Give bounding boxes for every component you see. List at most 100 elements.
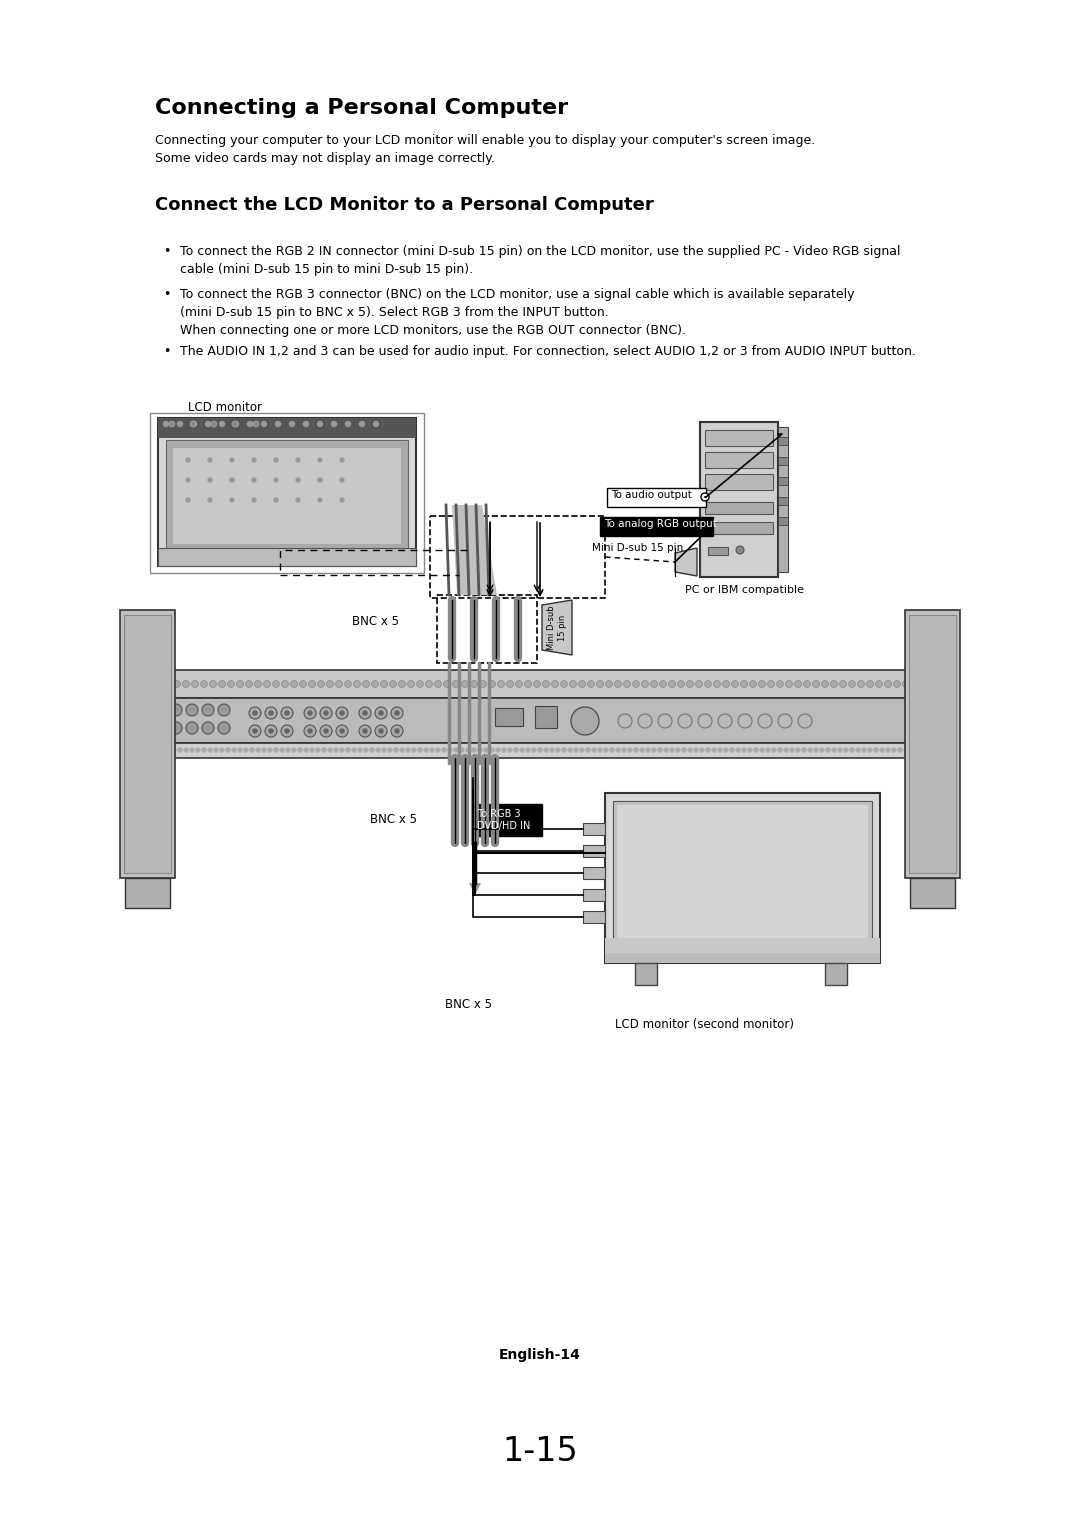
Circle shape	[296, 458, 300, 461]
Circle shape	[698, 714, 712, 727]
Circle shape	[676, 749, 680, 752]
Bar	[166, 440, 408, 550]
Circle shape	[391, 724, 403, 736]
Circle shape	[340, 498, 345, 503]
Circle shape	[688, 749, 692, 752]
Circle shape	[778, 749, 782, 752]
Circle shape	[478, 749, 482, 752]
Bar	[705, 452, 773, 468]
Circle shape	[642, 680, 648, 688]
Bar	[120, 610, 175, 879]
Circle shape	[730, 749, 734, 752]
Circle shape	[237, 680, 243, 688]
Bar	[150, 413, 424, 573]
Circle shape	[390, 680, 396, 688]
Circle shape	[514, 749, 518, 752]
Text: cable (mini D-sub 15 pin to mini D-sub 15 pin).: cable (mini D-sub 15 pin to mini D-sub 1…	[180, 263, 473, 277]
Circle shape	[586, 749, 590, 752]
Circle shape	[618, 714, 632, 727]
Bar	[617, 805, 868, 940]
Circle shape	[170, 723, 183, 733]
Text: Connecting your computer to your LCD monitor will enable you to display your com: Connecting your computer to your LCD mon…	[156, 134, 815, 147]
Bar	[825, 963, 847, 986]
Circle shape	[156, 680, 162, 688]
Circle shape	[862, 749, 866, 752]
Circle shape	[261, 422, 267, 426]
Circle shape	[336, 707, 348, 720]
Bar	[705, 503, 773, 513]
Circle shape	[640, 749, 644, 752]
Circle shape	[233, 422, 239, 426]
Circle shape	[784, 749, 788, 752]
Circle shape	[892, 749, 896, 752]
Circle shape	[291, 680, 297, 688]
Circle shape	[916, 749, 920, 752]
Polygon shape	[542, 601, 572, 656]
Circle shape	[340, 711, 345, 715]
Bar	[705, 523, 773, 533]
Bar	[778, 477, 788, 484]
Circle shape	[886, 749, 890, 752]
Circle shape	[742, 749, 746, 752]
Circle shape	[208, 458, 212, 461]
Circle shape	[226, 749, 230, 752]
Circle shape	[230, 478, 234, 481]
Circle shape	[292, 749, 296, 752]
Circle shape	[285, 729, 289, 733]
Text: LCD monitor (second monitor): LCD monitor (second monitor)	[615, 1018, 794, 1031]
Bar	[910, 879, 955, 908]
Circle shape	[731, 680, 739, 688]
Circle shape	[281, 724, 293, 736]
Circle shape	[814, 749, 818, 752]
Circle shape	[282, 680, 288, 688]
Circle shape	[480, 680, 486, 688]
Circle shape	[706, 749, 710, 752]
Circle shape	[379, 729, 383, 733]
Text: Some video cards may not display an image correctly.: Some video cards may not display an imag…	[156, 151, 495, 165]
Circle shape	[230, 458, 234, 461]
Circle shape	[336, 724, 348, 736]
Circle shape	[552, 680, 558, 688]
Circle shape	[183, 680, 189, 688]
Circle shape	[359, 707, 372, 720]
Circle shape	[324, 729, 328, 733]
Circle shape	[850, 749, 854, 752]
Circle shape	[550, 749, 554, 752]
Bar	[583, 911, 605, 923]
Circle shape	[508, 749, 512, 752]
Circle shape	[424, 749, 428, 752]
Circle shape	[375, 707, 387, 720]
Circle shape	[232, 422, 238, 426]
Text: Mini D-sub
15 pin: Mini D-sub 15 pin	[548, 605, 567, 651]
Circle shape	[318, 458, 322, 461]
Text: PC or IBM compatible: PC or IBM compatible	[685, 585, 804, 594]
Circle shape	[804, 680, 810, 688]
Circle shape	[532, 749, 536, 752]
Circle shape	[748, 749, 752, 752]
Circle shape	[202, 704, 214, 717]
Circle shape	[598, 749, 602, 752]
Circle shape	[406, 749, 410, 752]
Circle shape	[454, 749, 458, 752]
Circle shape	[353, 680, 361, 688]
Circle shape	[766, 749, 770, 752]
Circle shape	[309, 680, 315, 688]
Circle shape	[843, 749, 848, 752]
Circle shape	[247, 422, 253, 426]
Circle shape	[274, 749, 278, 752]
Circle shape	[490, 749, 494, 752]
Text: To RGB 3
DVD/HD IN: To RGB 3 DVD/HD IN	[477, 808, 530, 831]
Circle shape	[484, 749, 488, 752]
Circle shape	[170, 704, 183, 717]
Text: The AUDIO IN 1,2 and 3 can be used for audio input. For connection, select AUDIO: The AUDIO IN 1,2 and 3 can be used for a…	[180, 345, 916, 358]
Circle shape	[735, 749, 740, 752]
Circle shape	[430, 749, 434, 752]
Circle shape	[205, 422, 211, 426]
Circle shape	[426, 680, 432, 688]
Circle shape	[880, 749, 885, 752]
Circle shape	[218, 680, 226, 688]
Circle shape	[249, 707, 261, 720]
Circle shape	[269, 711, 273, 715]
Circle shape	[826, 749, 831, 752]
Text: English-14: English-14	[499, 1348, 581, 1361]
